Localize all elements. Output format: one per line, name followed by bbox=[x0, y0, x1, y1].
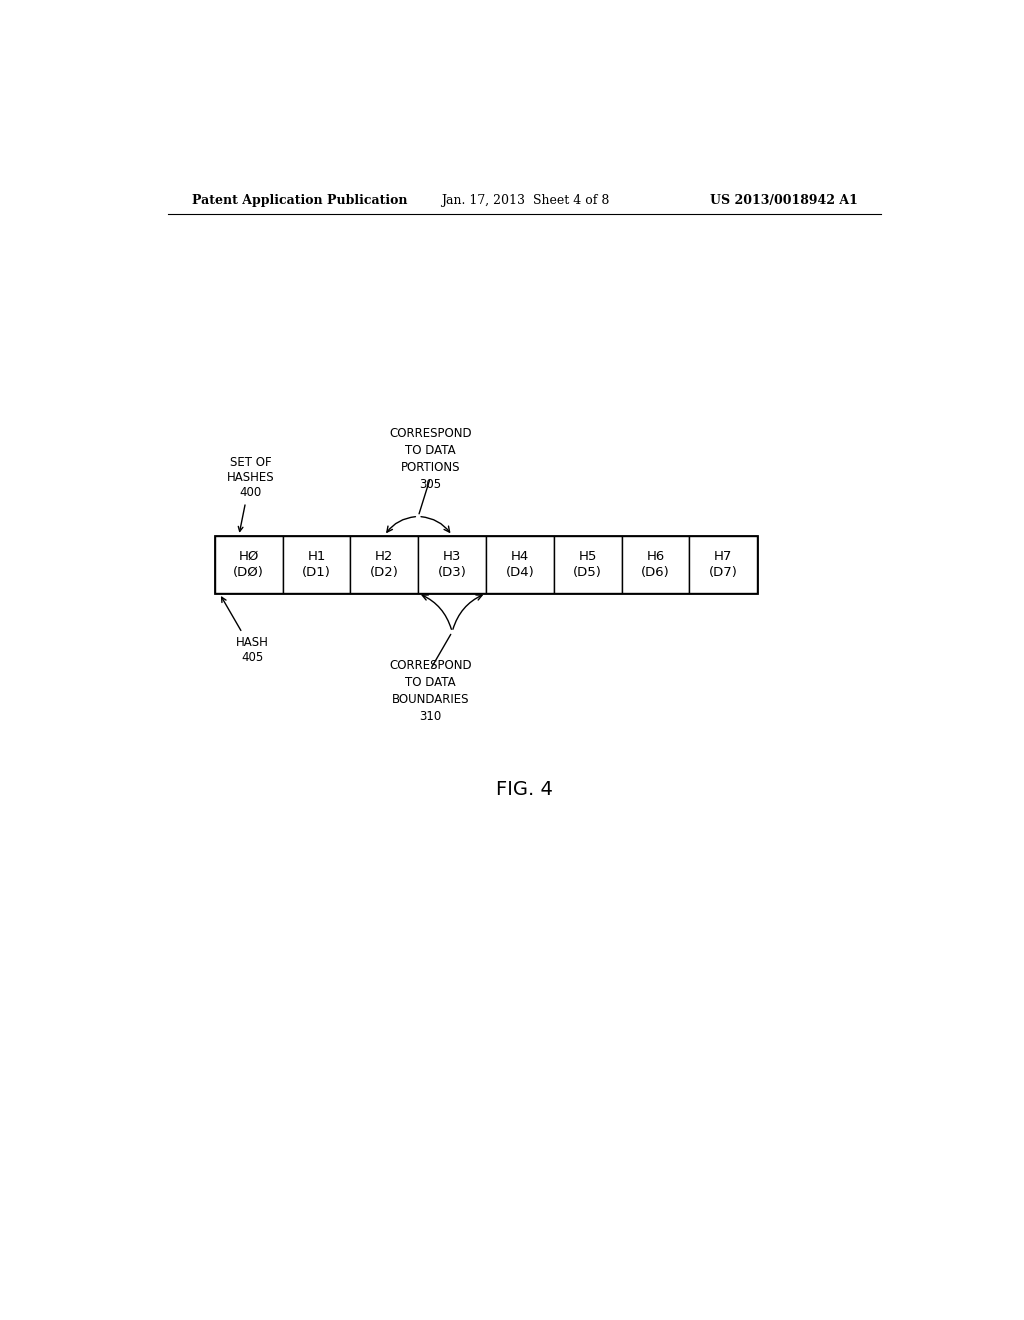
Text: H6
(D6): H6 (D6) bbox=[641, 550, 670, 579]
Bar bbox=[283, 536, 350, 594]
Bar bbox=[418, 536, 486, 594]
Text: H1
(D1): H1 (D1) bbox=[302, 550, 331, 579]
Bar bbox=[350, 536, 418, 594]
Text: CORRESPOND
TO DATA
BOUNDARIES
310: CORRESPOND TO DATA BOUNDARIES 310 bbox=[389, 659, 472, 723]
Bar bbox=[486, 536, 554, 594]
Text: HASH
405: HASH 405 bbox=[221, 597, 268, 664]
Text: H4
(D4): H4 (D4) bbox=[506, 550, 535, 579]
Bar bbox=[215, 536, 758, 594]
Bar bbox=[554, 536, 622, 594]
Text: H7
(D7): H7 (D7) bbox=[709, 550, 738, 579]
Text: Jan. 17, 2013  Sheet 4 of 8: Jan. 17, 2013 Sheet 4 of 8 bbox=[440, 194, 609, 207]
Text: FIG. 4: FIG. 4 bbox=[497, 780, 553, 800]
Text: H5
(D5): H5 (D5) bbox=[573, 550, 602, 579]
Bar bbox=[689, 536, 758, 594]
Text: US 2013/0018942 A1: US 2013/0018942 A1 bbox=[711, 194, 858, 207]
Text: Patent Application Publication: Patent Application Publication bbox=[191, 194, 408, 207]
Text: HØ
(DØ): HØ (DØ) bbox=[233, 550, 264, 579]
Bar bbox=[622, 536, 689, 594]
Text: SET OF
HASHES
400: SET OF HASHES 400 bbox=[226, 457, 274, 532]
Text: H3
(D3): H3 (D3) bbox=[437, 550, 467, 579]
Text: CORRESPOND
TO DATA
PORTIONS
305: CORRESPOND TO DATA PORTIONS 305 bbox=[389, 426, 472, 491]
Bar bbox=[215, 536, 283, 594]
Text: H2
(D2): H2 (D2) bbox=[370, 550, 398, 579]
